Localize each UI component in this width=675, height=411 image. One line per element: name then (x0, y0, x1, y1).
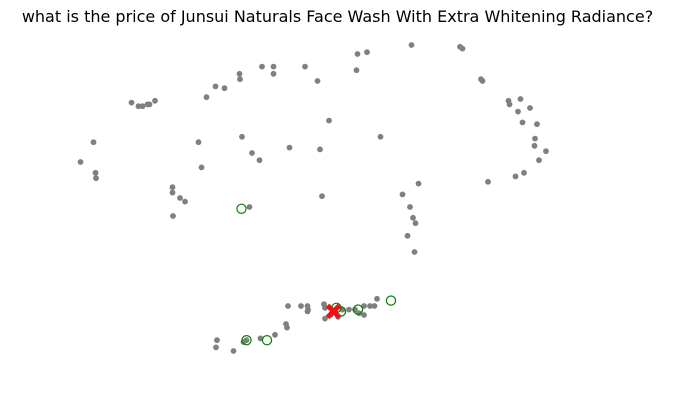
data-point (531, 142, 538, 149)
data-point (304, 308, 311, 315)
data-point (515, 108, 521, 115)
data-point (415, 180, 422, 187)
data-point (410, 214, 416, 221)
data-point (314, 78, 321, 84)
data-point (213, 344, 219, 351)
data-point (506, 101, 513, 108)
data-point (322, 315, 328, 322)
data-point (203, 94, 210, 101)
data-point (322, 304, 328, 311)
highlighted-point (236, 203, 247, 214)
data-point (221, 85, 228, 92)
data-point (485, 178, 491, 185)
chart-title: what is the price of Junsui Naturals Fac… (21, 7, 654, 26)
data-point (198, 164, 205, 171)
highlighted-point (241, 335, 252, 346)
data-point (319, 193, 325, 200)
data-point (377, 133, 384, 140)
data-point (135, 103, 142, 110)
data-point (146, 101, 153, 108)
data-point (285, 303, 291, 309)
data-point (374, 295, 380, 302)
data-point (536, 157, 542, 164)
data-point (412, 220, 419, 227)
data-point (361, 312, 367, 318)
data-point (519, 119, 526, 126)
data-point (92, 169, 99, 176)
data-point (239, 133, 245, 140)
data-point (93, 175, 99, 182)
target-x-marker (325, 303, 342, 320)
data-point (479, 78, 486, 84)
data-point (182, 198, 188, 205)
data-point (346, 306, 352, 313)
data-point (353, 67, 360, 74)
data-point (302, 63, 308, 70)
data-point (284, 324, 290, 331)
data-point (169, 184, 176, 191)
data-point (298, 303, 304, 309)
data-point (90, 139, 97, 146)
data-point (270, 63, 277, 70)
highlighted-point (385, 295, 397, 306)
data-point (527, 105, 533, 111)
data-point (214, 337, 220, 344)
data-point (404, 232, 411, 239)
data-point (326, 117, 332, 124)
data-point (354, 51, 361, 57)
data-point (270, 70, 277, 77)
data-point (272, 331, 278, 338)
data-point (534, 121, 540, 128)
data-point (177, 195, 183, 201)
data-point (212, 83, 219, 90)
data-point (230, 348, 237, 354)
data-point (364, 49, 370, 56)
highlighted-point (352, 304, 364, 315)
data-point (259, 63, 265, 70)
data-point (152, 97, 158, 104)
data-point (457, 43, 463, 50)
data-point (246, 204, 253, 210)
data-point (256, 157, 263, 164)
data-point (532, 135, 538, 142)
data-point (399, 191, 406, 198)
data-point (408, 42, 415, 48)
data-point (236, 70, 243, 77)
data-point (77, 159, 84, 165)
data-point (139, 103, 146, 110)
data-point (286, 144, 293, 151)
data-point (512, 173, 519, 180)
data-point (169, 189, 176, 196)
data-point (317, 146, 323, 153)
data-point (521, 169, 527, 176)
data-point (543, 148, 549, 155)
data-point (170, 213, 176, 219)
data-point (128, 99, 135, 106)
highlighted-point (261, 335, 273, 346)
data-point (411, 249, 418, 255)
data-point (195, 139, 202, 146)
data-point (407, 204, 413, 210)
data-point (237, 76, 243, 83)
data-point (517, 96, 524, 102)
data-point (367, 303, 373, 309)
data-point (371, 303, 378, 309)
data-point (249, 150, 255, 156)
